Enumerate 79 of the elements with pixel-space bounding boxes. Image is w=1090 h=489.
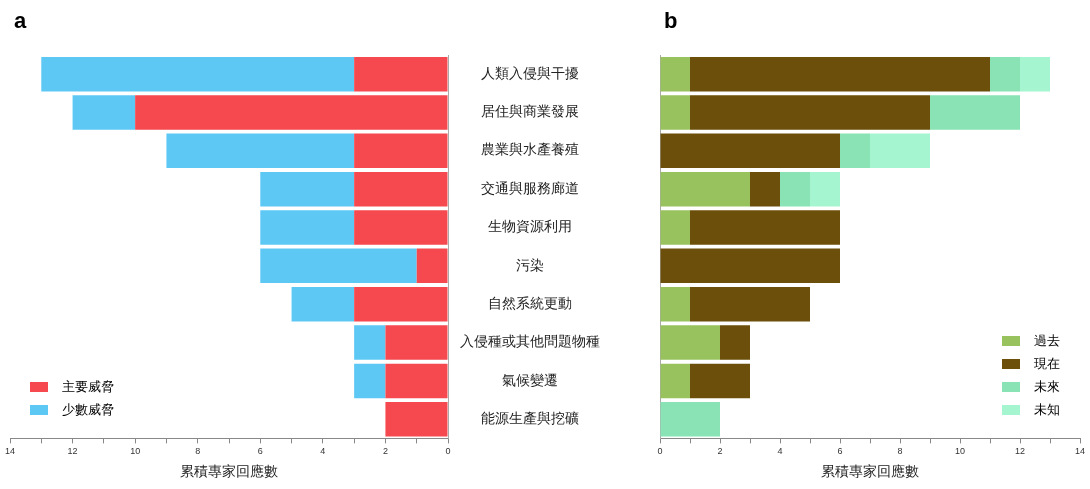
x-axis-title: 累積專家回應數 (821, 463, 919, 480)
legend-label: 主要威脅 (62, 378, 114, 397)
bar (690, 363, 750, 399)
bar (135, 95, 448, 130)
bar (260, 210, 355, 245)
legend-label: 未來 (1034, 378, 1060, 397)
y-tick-label: 農業與水產養殖 (481, 141, 579, 158)
x-axis-title: 累積專家回應數 (180, 463, 278, 480)
bar (660, 248, 840, 284)
bar (354, 210, 448, 245)
x-tick-label: 14 (4, 446, 16, 457)
bar (810, 171, 840, 207)
bar (166, 133, 355, 169)
x-tick-label: 12 (1014, 446, 1026, 457)
x-tick-label: 6 (837, 446, 843, 457)
bar (260, 171, 355, 207)
bar (660, 171, 750, 207)
bar (385, 325, 448, 360)
bar (690, 210, 840, 245)
bar (930, 95, 1020, 130)
x-tick-label: 0 (657, 446, 663, 457)
x-tick-label: 8 (897, 446, 903, 457)
bar (41, 56, 355, 92)
bar (660, 325, 720, 360)
bar (354, 286, 448, 322)
bar (260, 248, 417, 284)
bar (385, 363, 448, 399)
legend-label: 現在 (1034, 355, 1060, 374)
bar (780, 171, 810, 207)
x-tick-label: 4 (777, 446, 783, 457)
legend-label: 未知 (1034, 401, 1060, 420)
x-tick-label: 0 (445, 446, 451, 457)
bar (385, 401, 448, 437)
x-tick-label: 2 (717, 446, 723, 457)
bar (1020, 56, 1050, 92)
bar (354, 56, 448, 92)
bar (690, 95, 930, 130)
chart-title: a (14, 8, 27, 34)
bar (660, 133, 840, 169)
x-tick-label: 4 (320, 446, 326, 457)
bar (750, 171, 780, 207)
y-tick-label: 氣候變遷 (502, 371, 558, 388)
bar (72, 95, 136, 130)
x-tick-label: 12 (67, 446, 78, 457)
y-tick-label: 居住與商業發展 (481, 103, 579, 120)
x-tick-label: 2 (382, 446, 388, 457)
y-tick-label: 人類入侵與干擾 (481, 64, 579, 81)
bar (870, 133, 930, 169)
bar (416, 248, 448, 284)
bar (660, 56, 690, 92)
y-tick-label: 生物資源利用 (488, 218, 572, 235)
x-tick-label: 10 (130, 446, 141, 457)
bar (354, 171, 448, 207)
y-tick-label: 能源生產與挖礦 (481, 409, 579, 426)
bar (660, 210, 690, 245)
bar (660, 286, 690, 322)
x-tick-label: 6 (257, 446, 263, 457)
bar (354, 363, 386, 399)
x-tick-label: 10 (954, 446, 966, 457)
chart-title: b (664, 8, 678, 34)
legend-label: 過去 (1034, 332, 1060, 351)
bar (690, 286, 810, 322)
y-tick-label: 入侵種或其他問題物種 (460, 333, 600, 350)
bar (840, 133, 870, 169)
bar (660, 401, 720, 437)
bar (354, 325, 386, 360)
y-tick-label: 交通與服務廊道 (481, 179, 579, 196)
bar (354, 133, 448, 169)
bar (291, 286, 355, 322)
x-tick-label: 8 (195, 446, 201, 457)
y-tick-label: 污染 (516, 256, 544, 273)
legend-label: 少數威脅 (62, 401, 114, 420)
bar (990, 56, 1020, 92)
bar (720, 325, 750, 360)
x-tick-label: 14 (1074, 446, 1086, 457)
bar (660, 363, 690, 399)
bar (660, 95, 690, 130)
bar (690, 56, 990, 92)
y-tick-label: 自然系統更動 (488, 294, 572, 311)
